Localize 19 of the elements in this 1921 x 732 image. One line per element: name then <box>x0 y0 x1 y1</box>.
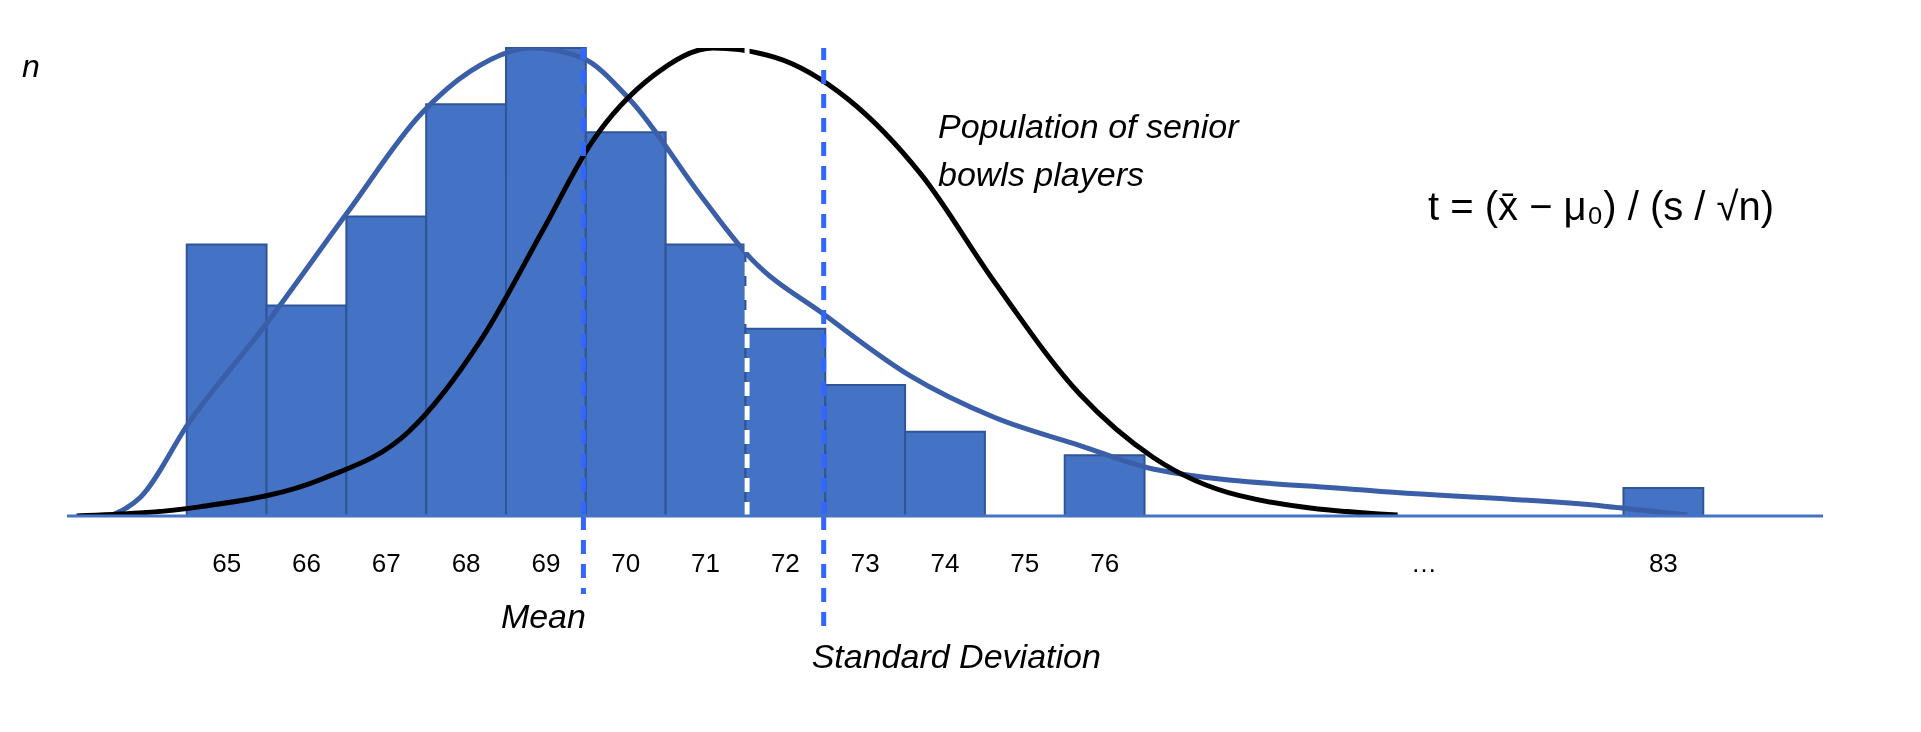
x-tick-label: 68 <box>451 548 481 579</box>
x-tick-label: 66 <box>291 548 321 579</box>
x-tick-label: 76 <box>1090 548 1120 579</box>
annotation: Population of senior bowls players <box>938 106 1241 195</box>
ref-line-label: Standard Deviation <box>811 637 1101 675</box>
legend-label: Mean <box>500 597 586 635</box>
x-tick-label: 75 <box>1010 548 1040 579</box>
x-tick-label: 67 <box>371 548 401 579</box>
x-tick-label: 72 <box>770 548 800 579</box>
x-tick-label: 71 <box>691 548 721 579</box>
x-tick-label: 73 <box>850 548 880 579</box>
y-axis-title: n <box>22 48 40 85</box>
x-tick-label: 69 <box>531 548 561 579</box>
x-tick-label: 83 <box>1648 548 1678 579</box>
x-tick-label: 70 <box>611 548 641 579</box>
x-tick-label: 74 <box>930 548 960 579</box>
annotation: t = (x̄ − μ₀) / (s / √n) <box>1428 183 1776 230</box>
x-tick-label: … <box>1410 548 1437 579</box>
x-tick-label: 65 <box>212 548 242 579</box>
